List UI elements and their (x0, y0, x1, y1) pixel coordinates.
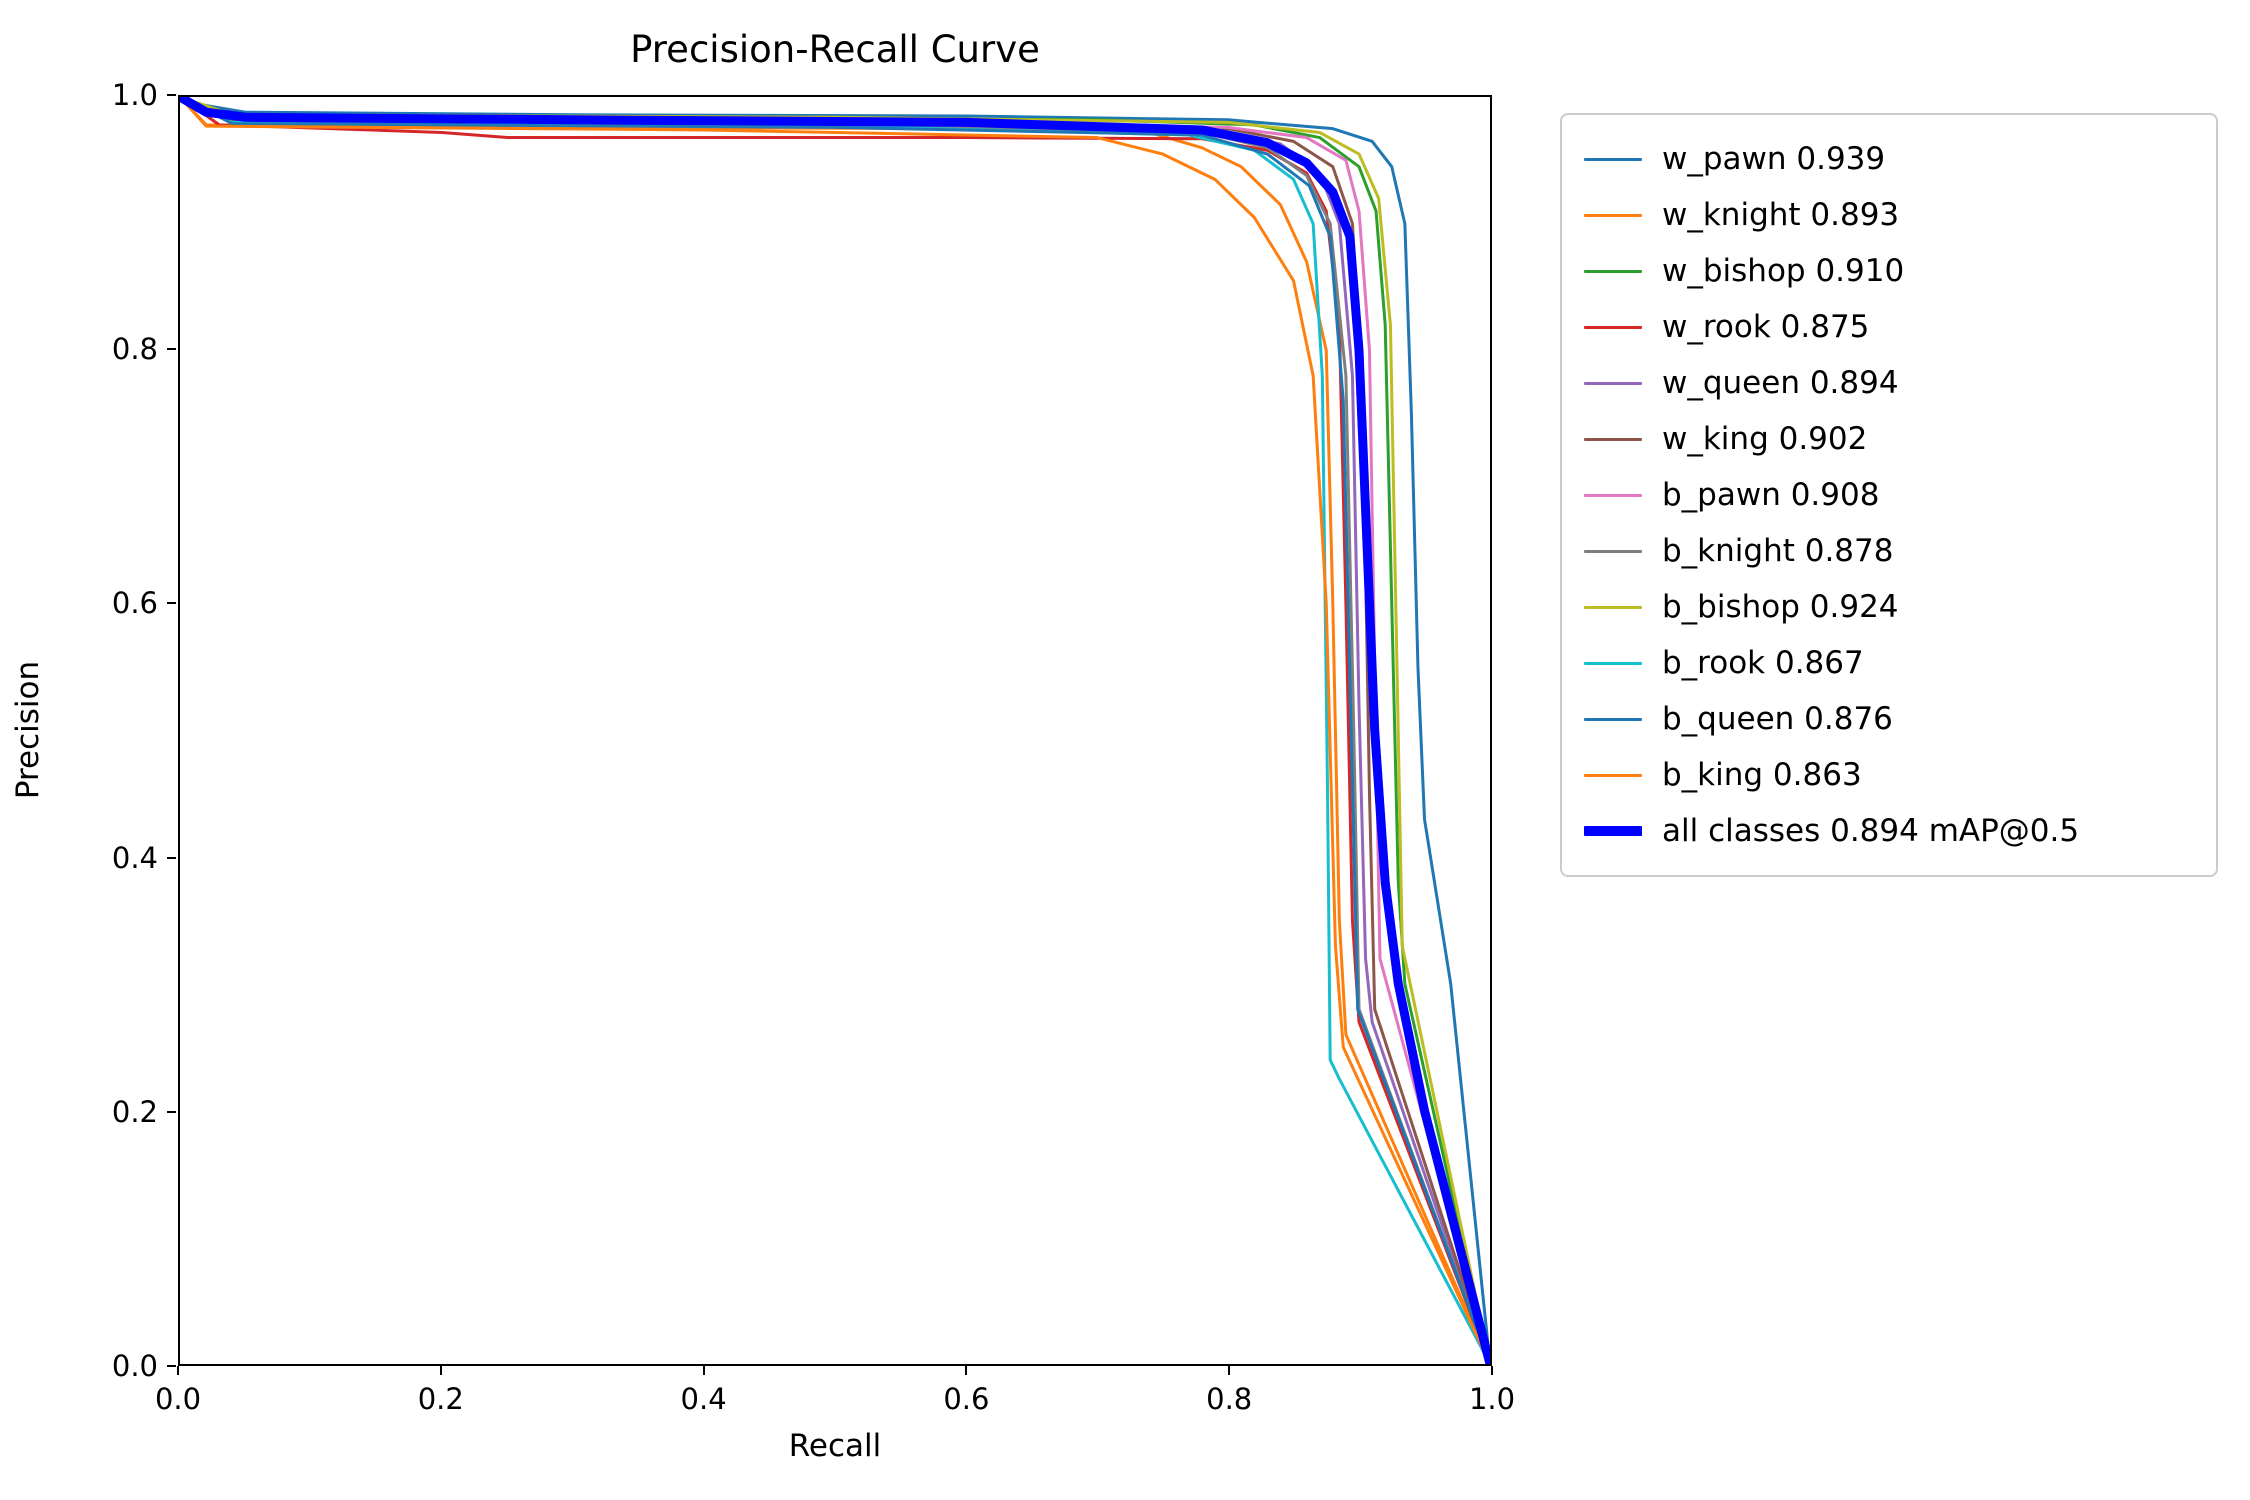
y-tick-label: 0.6 (111, 586, 158, 621)
x-tick-label: 0.6 (943, 1382, 990, 1416)
legend-line-sample (1584, 381, 1642, 385)
x-tick-label: 0.4 (680, 1382, 727, 1416)
y-tick-label: 1.0 (111, 78, 158, 112)
chart-title: Precision-Recall Curve (630, 28, 1040, 71)
x-tick-mark (177, 1366, 179, 1375)
legend-item: w_knight 0.893 (1584, 187, 2194, 243)
legend-line-sample (1584, 325, 1642, 329)
y-tick-mark (167, 348, 176, 351)
x-tick-marks (177, 1366, 1493, 1376)
legend-item: w_bishop 0.910 (1584, 243, 2194, 299)
legend-item: all classes 0.894 mAP@0.5 (1584, 803, 2194, 859)
y-tick-label: 0.8 (111, 332, 158, 367)
legend-label: b_bishop 0.924 (1662, 589, 1899, 625)
curve-all_classes (180, 97, 1490, 1364)
legend-item: b_knight 0.878 (1584, 523, 2194, 579)
legend-label: w_queen 0.894 (1662, 365, 1899, 401)
legend-item: b_bishop 0.924 (1584, 579, 2194, 635)
legend-label: b_king 0.863 (1662, 757, 1862, 793)
legend-label: all classes 0.894 mAP@0.5 (1662, 813, 2080, 849)
x-tick-label: 1.0 (1468, 1382, 1516, 1416)
legend-label: b_queen 0.876 (1662, 701, 1893, 737)
y-tick-mark (167, 1110, 176, 1113)
legend-item: b_queen 0.876 (1584, 691, 2194, 747)
legend-label: b_rook 0.867 (1662, 645, 1864, 681)
y-tick-label: 0.2 (111, 1094, 158, 1129)
y-tick-marks (167, 94, 178, 1367)
legend-line-sample (1584, 661, 1642, 665)
curve-b_queen (180, 97, 1490, 1364)
legend-label: b_pawn 0.908 (1662, 477, 1880, 513)
legend-label: w_pawn 0.939 (1662, 141, 1886, 177)
legend-line-sample (1584, 157, 1642, 161)
legend-item: w_pawn 0.939 (1584, 131, 2194, 187)
y-tick-mark (167, 94, 176, 96)
legend-line-sample (1584, 605, 1642, 609)
legend-line-sample (1584, 717, 1642, 721)
y-tick-mark (167, 856, 176, 859)
legend-item: w_rook 0.875 (1584, 299, 2194, 355)
legend-line-sample (1584, 549, 1642, 553)
legend-label: b_knight 0.878 (1662, 533, 1894, 569)
legend-item: w_queen 0.894 (1584, 355, 2194, 411)
curve-b_king (180, 97, 1490, 1364)
x-tick-mark (965, 1366, 968, 1375)
legend-label: w_bishop 0.910 (1662, 253, 1905, 289)
plot-area (178, 95, 1492, 1366)
y-tick-label: 0.0 (111, 1349, 158, 1383)
x-tick-mark (1491, 1366, 1493, 1375)
legend-line-sample (1584, 269, 1642, 273)
legend-line-sample (1584, 437, 1642, 441)
pr-curves-canvas (180, 97, 1490, 1364)
legend-item: w_king 0.902 (1584, 411, 2194, 467)
y-tick-labels: 0.0 0.2 0.4 0.6 0.8 1.0 (0, 78, 158, 1383)
curve-w_pawn (180, 97, 1490, 1364)
x-tick-label: 0.0 (154, 1382, 202, 1416)
legend-line-sample (1584, 493, 1642, 497)
x-tick-label: 0.8 (1206, 1382, 1253, 1416)
legend-line-sample (1584, 773, 1642, 777)
y-tick-mark (167, 1365, 176, 1367)
legend-item: b_pawn 0.908 (1584, 467, 2194, 523)
legend-label: w_king 0.902 (1662, 421, 1868, 457)
legend-item: b_rook 0.867 (1584, 635, 2194, 691)
legend-items: w_pawn 0.939 w_knight 0.893 w_bishop 0.910… (1584, 131, 2194, 859)
legend-item: b_king 0.863 (1584, 747, 2194, 803)
legend-label: w_knight 0.893 (1662, 197, 1900, 233)
y-tick-mark (167, 602, 176, 605)
y-tick-label: 0.4 (111, 840, 158, 875)
x-tick-mark (702, 1366, 705, 1375)
legend-line-sample (1584, 826, 1642, 836)
legend: w_pawn 0.939 w_knight 0.893 w_bishop 0.910… (1560, 113, 2218, 877)
x-tick-label: 0.2 (417, 1382, 464, 1416)
legend-label: w_rook 0.875 (1662, 309, 1870, 345)
x-tick-mark (1228, 1366, 1231, 1375)
x-tick-labels: 0.0 0.2 0.4 0.6 0.8 1.0 (155, 1382, 1515, 1418)
legend-line-sample (1584, 213, 1642, 217)
x-axis-label: Recall (788, 1428, 882, 1464)
y-axis-label: Precision (10, 660, 46, 800)
x-tick-mark (439, 1366, 442, 1375)
